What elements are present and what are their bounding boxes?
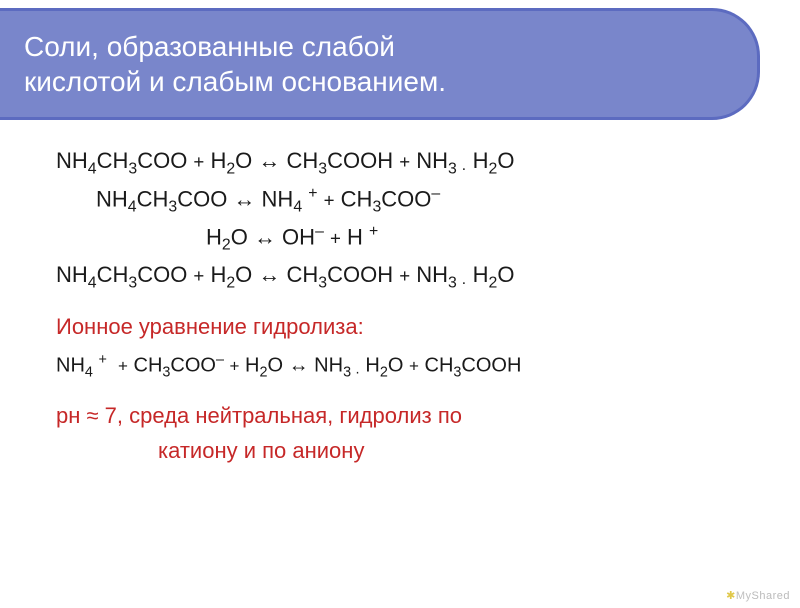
molecular-equations: NH4CH3COO + H2O ↔ CH3COOH + NH3 · H2O NH… [56,144,764,296]
watermark-logo: ✱MyShared [726,589,790,602]
ionic-equation: NH4 + + CH3COO– + H2O ↔ NH3 · H2O + CH3C… [56,349,764,384]
equation-4: NH4CH3COO + H2O ↔ CH3COOH + NH3 · H2O [56,258,764,296]
ph-statement-line-1: рн ≈ 7, среда нейтральная, гидролиз по [56,399,764,433]
slide-header: Соли, образованные слабой кислотой и сла… [0,8,760,120]
ph-statement-line-2: катиону и по аниону [56,434,764,468]
equation-2: NH4CH3COO ↔ NH4 + + CH3COO– [56,182,764,220]
ionic-equation-label: Ионное уравнение гидролиза: [56,310,764,344]
equation-1: NH4CH3COO + H2O ↔ CH3COOH + NH3 · H2O [56,144,764,182]
slide-title: Соли, образованные слабой кислотой и сла… [24,29,733,99]
title-line-1: Соли, образованные слабой [24,31,395,62]
slide-content: NH4CH3COO + H2O ↔ CH3COOH + NH3 · H2O NH… [0,120,800,468]
equation-3: H2O ↔ OH– + H + [56,220,764,258]
title-line-2: кислотой и слабым основанием. [24,66,446,97]
